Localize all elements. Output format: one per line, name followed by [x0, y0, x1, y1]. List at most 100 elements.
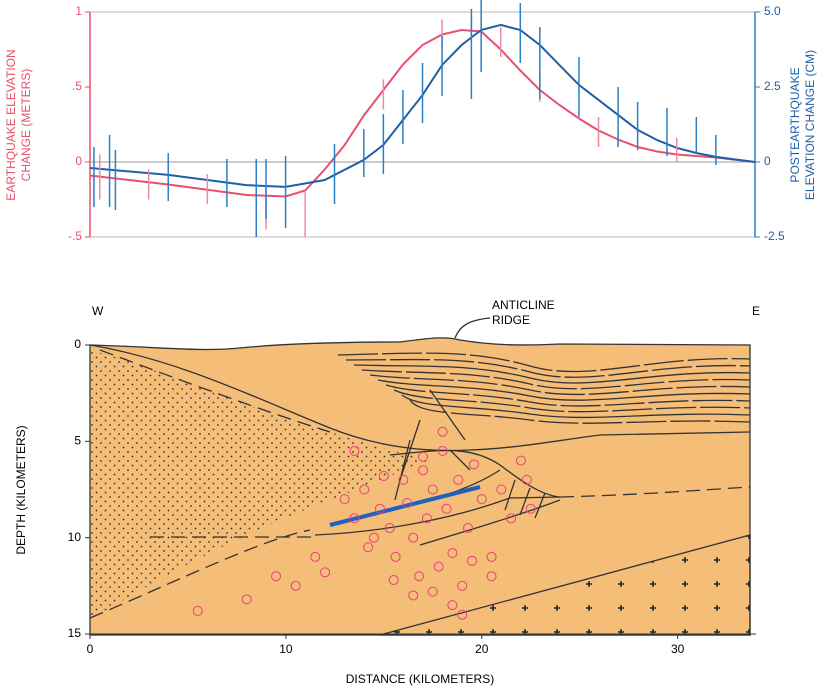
aftershock [349, 445, 360, 456]
basement [379, 534, 751, 636]
stratum [369, 374, 751, 396]
main-shock-fault [329, 485, 481, 527]
x-tick-label: 0 [87, 642, 94, 656]
east-label: E [752, 304, 760, 318]
aftershock [427, 586, 438, 597]
fault [419, 499, 561, 546]
aftershock [453, 474, 464, 485]
aftershock [447, 548, 458, 559]
aftershock [363, 542, 374, 553]
y-tick-label: 15 [68, 626, 82, 640]
fault [314, 496, 561, 536]
aftershock [486, 551, 497, 562]
aftershock [384, 523, 395, 534]
aftershock [418, 465, 428, 476]
aftershock [414, 571, 425, 582]
y-axis-label: CHANGE (METERS) [19, 69, 33, 182]
aftershock [441, 503, 452, 514]
aftershock [408, 590, 419, 601]
aftershock [437, 445, 448, 456]
aftershock [457, 580, 468, 591]
wedge [389, 449, 561, 498]
aftershock [457, 609, 468, 620]
aftershock [437, 426, 448, 437]
curve [89, 23, 756, 188]
aftershock [521, 474, 532, 485]
stipple-zone [90, 350, 430, 620]
aftershock [390, 551, 401, 562]
aftershock [506, 513, 517, 524]
y-tick-label: 5 [74, 434, 81, 448]
annotation: RIDGE [492, 313, 530, 327]
stratum [337, 352, 751, 373]
leader [454, 317, 491, 339]
aftershock [310, 551, 321, 562]
cross-section [89, 317, 751, 636]
hatch [504, 479, 546, 519]
aftershock [515, 455, 526, 466]
aftershock [378, 471, 389, 482]
boundary [99, 349, 331, 433]
aftershock [339, 494, 350, 505]
dashed-fault [89, 529, 311, 619]
aftershock [388, 575, 399, 586]
aftershock [476, 494, 487, 505]
aftershock [349, 513, 360, 524]
stratum [409, 399, 751, 424]
aftershock [496, 484, 507, 495]
x-tick-label: 10 [279, 642, 293, 656]
y2-tick-label: 5.0 [764, 4, 781, 18]
aftershock [418, 451, 428, 462]
aftershock [525, 503, 536, 514]
strata [337, 352, 751, 424]
y-axis-label: DEPTH (KILOMETERS) [14, 425, 28, 554]
aftershock [359, 484, 370, 495]
y-tick-label: 1 [75, 4, 82, 18]
strata-base [89, 344, 751, 452]
aftershock [447, 600, 458, 611]
y-tick-label: 0 [74, 337, 81, 351]
stratum [345, 358, 751, 378]
stratum [385, 384, 751, 407]
aftershock [466, 555, 477, 566]
y-tick-label: 0 [75, 154, 82, 168]
fault-sticks [394, 389, 471, 501]
aftershock [374, 503, 385, 514]
aftershock [486, 571, 497, 582]
y-axis-label: EARTHQUAKE ELEVATION [4, 49, 18, 200]
top-panel: -.5 0 .5 1 -2.5 0 2.5 5.0 EARTHQUAKE ELEVATION CH… [4, 0, 817, 243]
aftershock [427, 484, 438, 495]
aftershock [421, 513, 432, 524]
aftershock [290, 580, 301, 591]
y2-tick-label: 2.5 [764, 79, 781, 93]
dashed-fault [559, 486, 751, 498]
aftershock [369, 532, 380, 543]
x-axis-label: DISTANCE (KILOMETERS) [346, 672, 494, 686]
aftershock [402, 497, 413, 508]
y2-tick-label: -2.5 [764, 229, 785, 243]
aftershock [241, 594, 252, 605]
aftershock [433, 561, 444, 572]
y-tick-label: 10 [68, 530, 82, 544]
x-tick-label: 30 [671, 642, 685, 656]
aftershock [320, 567, 331, 578]
aftershock [192, 605, 203, 616]
bottom-panel: 0 10 20 30 0 5 10 15 DISTANCE (KILOMETERS) DEPTH … [14, 298, 760, 686]
stratum [361, 369, 751, 390]
aftershock [398, 474, 409, 485]
stratum [393, 389, 751, 413]
aftershock [271, 571, 282, 582]
y2-axis-label: ELEVATION CHANGE (CM) [803, 50, 817, 200]
y2-tick-label: 0 [764, 154, 771, 168]
aftershock [468, 459, 479, 470]
west-label: W [92, 304, 104, 318]
aftershock [463, 523, 474, 534]
y-tick-label: .5 [72, 79, 82, 93]
aftershock [408, 532, 419, 543]
stratum [377, 379, 751, 401]
stratum [401, 394, 751, 419]
y-tick-label: -.5 [68, 229, 82, 243]
annotation: ANTICLINE [492, 298, 555, 312]
x-tick-label: 20 [475, 642, 489, 656]
